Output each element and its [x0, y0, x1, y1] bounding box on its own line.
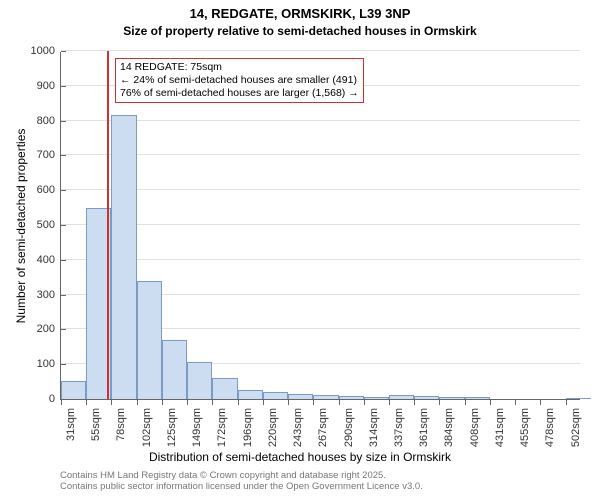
y-tick: 600 — [37, 184, 61, 196]
x-tick-label: 455sqm — [519, 408, 531, 447]
plot-area: 0100200300400500600700800900100031sqm55s… — [60, 52, 580, 400]
x-tick — [86, 400, 87, 405]
histogram-bar — [364, 397, 389, 399]
x-tick — [339, 400, 340, 405]
x-tick-label: 196sqm — [242, 408, 254, 447]
gridline — [61, 120, 580, 121]
y-tick: 500 — [37, 219, 61, 231]
x-tick-label: 290sqm — [343, 408, 355, 447]
annotation-box: 14 REDGATE: 75sqm← 24% of semi-detached … — [115, 58, 364, 103]
chart-title: 14, REDGATE, ORMSKIRK, L39 3NP — [0, 6, 600, 21]
y-tick: 1000 — [31, 45, 61, 57]
x-tick — [540, 400, 541, 405]
footnote-line1: Contains HM Land Registry data © Crown c… — [60, 470, 600, 481]
histogram-bar — [439, 397, 464, 399]
histogram-bar — [212, 378, 237, 399]
x-tick-label: 78sqm — [115, 408, 127, 441]
histogram-bar — [288, 394, 313, 399]
annotation-line3: 76% of semi-detached houses are larger (… — [120, 87, 359, 100]
gridline — [61, 224, 580, 225]
y-tick: 200 — [37, 323, 61, 335]
y-tick: 700 — [37, 149, 61, 161]
chart-container: 14, REDGATE, ORMSKIRK, L39 3NP Size of p… — [0, 0, 600, 500]
y-axis-label: Number of semi-detached properties — [14, 52, 28, 400]
x-tick-label: 408sqm — [469, 408, 481, 447]
x-tick — [566, 400, 567, 405]
x-tick-label: 337sqm — [393, 408, 405, 447]
x-tick — [465, 400, 466, 405]
x-tick-label: 361sqm — [418, 408, 430, 447]
gridline — [61, 50, 580, 51]
histogram-bar — [313, 395, 338, 399]
x-tick — [111, 400, 112, 405]
histogram-bar — [187, 362, 212, 399]
x-tick — [414, 400, 415, 405]
annotation-line1: 14 REDGATE: 75sqm — [120, 61, 359, 74]
x-tick — [364, 400, 365, 405]
x-tick-label: 267sqm — [317, 408, 329, 447]
x-tick-label: 314sqm — [368, 408, 380, 447]
x-tick — [515, 400, 516, 405]
x-tick-label: 31sqm — [65, 408, 77, 441]
x-tick — [137, 400, 138, 405]
x-tick — [263, 400, 264, 405]
x-tick — [288, 400, 289, 405]
gridline — [61, 189, 580, 190]
x-tick-label: 172sqm — [216, 408, 228, 447]
y-tick: 900 — [37, 80, 61, 92]
x-tick-label: 102sqm — [141, 408, 153, 447]
gridline — [61, 154, 580, 155]
x-tick — [212, 400, 213, 405]
x-tick — [389, 400, 390, 405]
chart-subtitle: Size of property relative to semi-detach… — [0, 24, 600, 38]
x-tick-label: 478sqm — [544, 408, 556, 447]
histogram-bar — [61, 381, 86, 399]
histogram-bar — [162, 340, 187, 399]
x-tick-label: 220sqm — [267, 408, 279, 447]
histogram-bar — [111, 115, 136, 399]
x-tick — [439, 400, 440, 405]
histogram-bar — [137, 281, 162, 399]
x-tick-label: 149sqm — [191, 408, 203, 447]
histogram-bar — [238, 390, 263, 399]
footnote-line2: Contains public sector information licen… — [60, 481, 600, 492]
x-axis-label: Distribution of semi-detached houses by … — [0, 450, 600, 464]
y-tick: 300 — [37, 289, 61, 301]
x-tick-label: 125sqm — [166, 408, 178, 447]
x-tick — [187, 400, 188, 405]
x-tick — [61, 400, 62, 405]
y-tick: 800 — [37, 115, 61, 127]
histogram-bar — [339, 396, 364, 399]
histogram-bar — [414, 396, 439, 399]
x-tick-label: 55sqm — [90, 408, 102, 441]
histogram-bar — [263, 392, 288, 399]
x-tick — [313, 400, 314, 405]
x-tick-label: 384sqm — [443, 408, 455, 447]
x-tick — [238, 400, 239, 405]
y-tick: 400 — [37, 254, 61, 266]
footnote: Contains HM Land Registry data © Crown c… — [60, 470, 600, 492]
annotation-line2: ← 24% of semi-detached houses are smalle… — [120, 74, 359, 87]
y-tick: 100 — [37, 358, 61, 370]
histogram-bar — [465, 397, 490, 399]
x-tick — [162, 400, 163, 405]
histogram-bar — [566, 398, 591, 399]
x-tick — [490, 400, 491, 405]
histogram-bar — [389, 395, 414, 399]
property-marker-line — [107, 51, 109, 399]
x-tick-label: 431sqm — [494, 408, 506, 447]
x-tick-label: 243sqm — [292, 408, 304, 447]
y-tick: 0 — [49, 393, 61, 405]
gridline — [61, 259, 580, 260]
x-tick-label: 502sqm — [570, 408, 582, 447]
